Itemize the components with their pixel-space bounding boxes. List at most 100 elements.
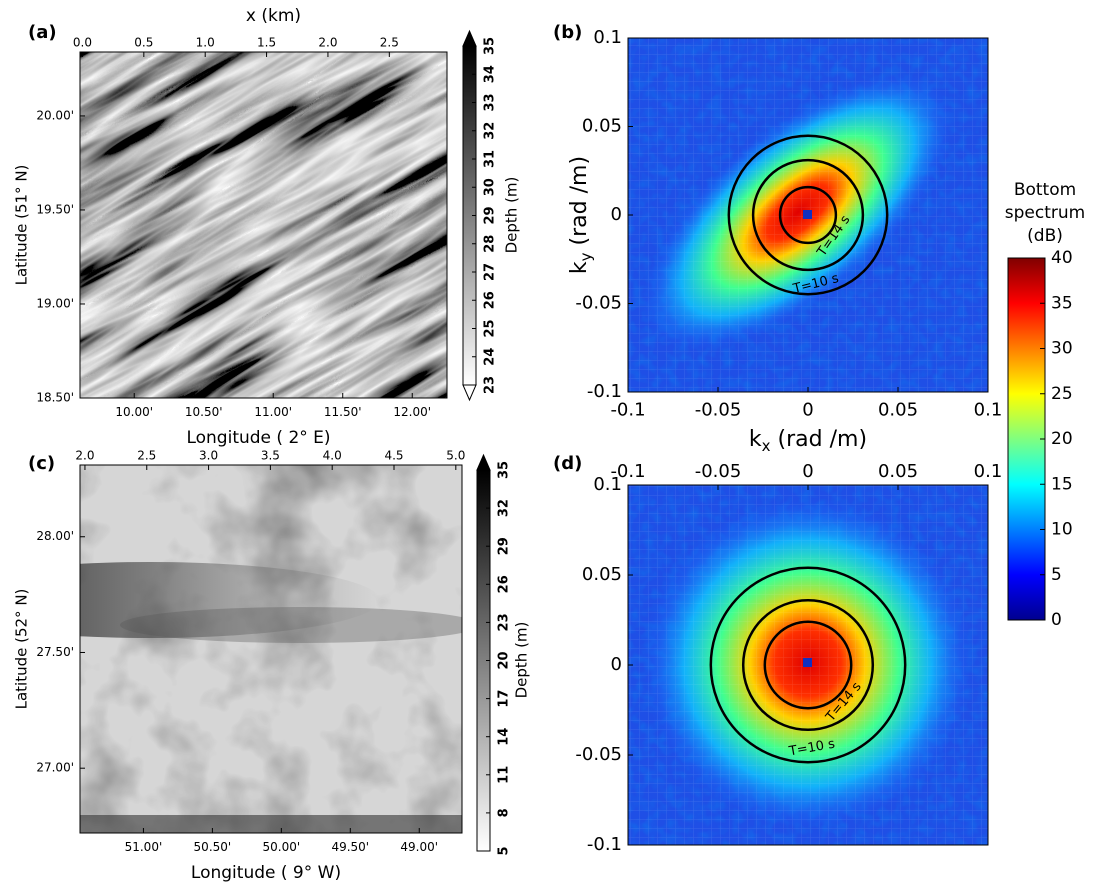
- colorbar-tick-label: 25: [1051, 384, 1073, 404]
- colorbar-title: (dB): [1027, 226, 1063, 246]
- colorbar-tick-label: 25: [483, 319, 498, 337]
- period-circle: [778, 185, 838, 245]
- x-tick-label: 2.5: [137, 448, 156, 462]
- plot-frame: [79, 464, 463, 834]
- panel-label: (d): [553, 453, 582, 474]
- colorbar-tick-label: 32: [483, 122, 498, 140]
- x-tick-label: -0.05: [695, 461, 742, 482]
- x-tick-label: 1.5: [257, 35, 276, 49]
- axis-label-sub: y: [577, 252, 595, 261]
- colorbar-tick-label: 35: [497, 461, 512, 479]
- x-tick-label: 0.5: [134, 35, 153, 49]
- axis-label: ky (rad /m): [567, 156, 595, 274]
- colorbar-extend: [476, 453, 491, 471]
- axis-label-base: k: [749, 427, 762, 452]
- colorbar-tick-label: 29: [483, 206, 498, 224]
- period-circle: [751, 158, 865, 272]
- x-tick-label: 0.05: [878, 461, 918, 482]
- x-tick-label: 0: [802, 461, 813, 482]
- colorbar-tick-label: 29: [497, 537, 512, 555]
- x-tick-label: 5.0: [446, 448, 465, 462]
- y-tick-label: -0.1: [587, 381, 622, 402]
- y-tick-label: 19.00': [36, 296, 74, 310]
- x-tick-label: -0.1: [610, 400, 645, 421]
- colorbar-label: Depth (m): [513, 622, 531, 699]
- colorbar-tick-label: 17: [497, 690, 512, 708]
- axis-label-sub: x: [762, 437, 771, 455]
- colorbar-tick-label: 24: [483, 348, 498, 366]
- x-tick-label: 10.00': [115, 405, 153, 419]
- colorbar-tick-label: 23: [483, 376, 498, 394]
- colorbar-tick-label: 32: [497, 499, 512, 517]
- y-tick-label: -0.1: [587, 834, 622, 855]
- bathymetry-image: [80, 465, 462, 833]
- x-tick-label: 1.0: [196, 35, 215, 49]
- y-tick-label: 0.1: [593, 27, 622, 48]
- spectrum-image: [628, 485, 988, 845]
- x-tick-label: -0.05: [695, 400, 742, 421]
- y-tick-label: 0.05: [582, 116, 622, 137]
- x-tick-label: 0.1: [974, 400, 1003, 421]
- panel-label: (b): [553, 22, 582, 43]
- x-tick-label: 11.00': [254, 405, 292, 419]
- x-tick-label: 3.5: [261, 448, 280, 462]
- axis-label-base: k: [567, 261, 592, 274]
- axis-label-unit: (rad /m): [771, 427, 868, 452]
- period-circle: [709, 566, 907, 764]
- y-tick-label: 27.50': [36, 645, 74, 659]
- axis-label: kx (rad /m): [749, 427, 867, 455]
- y-axis-label: Latitude (52° N): [13, 589, 31, 710]
- x-tick-label: 2.5: [380, 35, 399, 49]
- colorbar-extend: [462, 29, 477, 47]
- plot-frame: [79, 51, 448, 399]
- x-tick-label: 10.50': [185, 405, 223, 419]
- y-tick-label: -0.05: [575, 293, 622, 314]
- colorbar-tick-label: 31: [483, 150, 498, 168]
- colorbar-tick-label: 28: [483, 235, 498, 253]
- colorbar-tick-label: 0: [1051, 610, 1062, 630]
- colorbar-tick-label: 34: [483, 65, 498, 83]
- colorbar-tick-label: 30: [1051, 339, 1073, 359]
- colorbar-tick-label: 26: [483, 291, 498, 309]
- x-tick-label: -0.1: [610, 461, 645, 482]
- bathymetry-image: [80, 52, 447, 398]
- y-tick-label: 0.05: [582, 564, 622, 585]
- colorbar-tick-label: 30: [483, 178, 498, 196]
- x-tick-label: 2.0: [318, 35, 337, 49]
- colorbar-tick-label: 20: [1051, 429, 1073, 449]
- colorbar-tick-label: 26: [497, 575, 512, 593]
- x-tick-label: 49.50': [331, 840, 369, 854]
- colorbar-tick-label: 5: [1051, 565, 1062, 585]
- colorbar-tick-label: 8: [497, 808, 512, 817]
- x-tick-label: 0.0: [73, 35, 92, 49]
- colorbar-tick-label: 35: [1051, 293, 1073, 313]
- y-tick-label: 0: [611, 654, 622, 675]
- x-tick-label: 50.50': [194, 840, 232, 854]
- colorbar-title: Bottom: [1014, 180, 1076, 200]
- y-tick-label: 0: [611, 204, 622, 225]
- x-tick-label: 49.00': [400, 840, 438, 854]
- x-tick-label: 0.1: [974, 461, 1003, 482]
- panel-label: (c): [28, 453, 55, 474]
- panel-label: (a): [28, 22, 57, 43]
- y-tick-label: 20.00': [36, 108, 74, 122]
- x-tick-label: 12.00': [393, 405, 431, 419]
- x-tick-label: 0.05: [878, 400, 918, 421]
- colorbar-label: Depth (m): [503, 177, 521, 254]
- colorbar-title: spectrum: [1005, 203, 1085, 223]
- colorbar-tick-label: 11: [497, 766, 512, 784]
- x-axis-label: Longitude ( 9° W): [191, 863, 341, 883]
- y-tick-label: 28.00': [36, 529, 74, 543]
- x-tick-label: 50.00': [263, 840, 301, 854]
- x-tick-label: 4.0: [323, 448, 342, 462]
- colorbar-tick-label: 14: [497, 728, 512, 746]
- period-circle: [727, 134, 889, 296]
- y-tick-label: 19.50': [36, 202, 74, 216]
- colorbar-tick-label: 35: [483, 37, 498, 55]
- colorbar-tick-label: 10: [1051, 520, 1073, 540]
- colorbar-tick-label: 15: [1051, 474, 1073, 494]
- x-tick-label: 0: [802, 400, 813, 421]
- colorbar-tick-label: 40: [1051, 248, 1073, 268]
- colorbar-tick-label: 27: [483, 263, 498, 281]
